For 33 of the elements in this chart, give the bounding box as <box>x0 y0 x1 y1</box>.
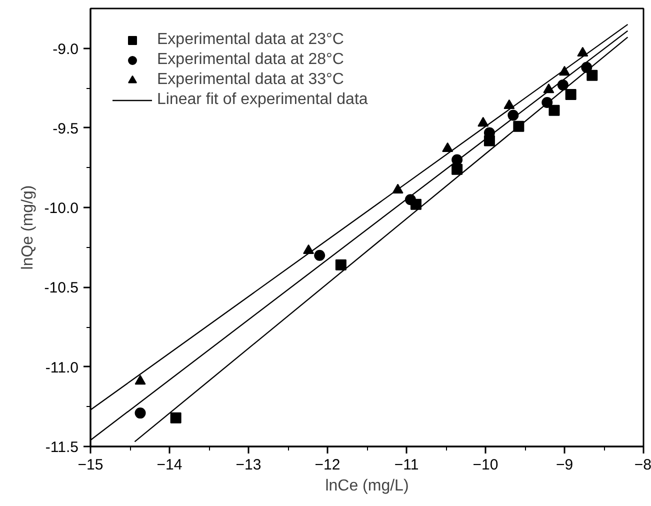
y-tick-label: -11.0 <box>45 359 78 376</box>
x-tick-label: −10 <box>472 456 498 474</box>
x-tick-label: −13 <box>236 456 262 474</box>
point <box>478 116 489 127</box>
y-tick-label: -9.0 <box>52 40 79 58</box>
point <box>442 142 454 152</box>
point <box>548 104 560 116</box>
legend-label: Experimental data at 33°C <box>157 71 344 89</box>
point <box>565 89 576 100</box>
x-axis-title: lnCe (mg/L) <box>325 478 409 494</box>
point <box>586 70 598 81</box>
legend-label: Experimental data at 28°C <box>157 51 344 69</box>
point <box>314 250 326 261</box>
y-tick-label: -9.5 <box>52 120 79 138</box>
y-tick-label: -10.5 <box>44 280 79 297</box>
x-tick-label: −11 <box>394 456 419 474</box>
y-tick-label: -11.5 <box>45 439 78 456</box>
x-tick-label: −15 <box>78 456 104 474</box>
legend-label: Linear fit of experimental data <box>157 91 368 109</box>
point <box>134 374 146 385</box>
point <box>452 164 463 175</box>
point <box>170 412 182 424</box>
x-tick-label: −8 <box>634 456 651 474</box>
x-tick-label: −14 <box>156 456 182 474</box>
point <box>335 259 346 270</box>
point <box>577 46 588 56</box>
legend-label: Experimental data at 23°C <box>157 31 344 49</box>
point <box>504 99 515 110</box>
y-axis-title: lnQe (mg/g) <box>19 185 36 270</box>
point <box>134 408 146 419</box>
x-tick-label: −12 <box>314 456 340 474</box>
x-tick-label: −9 <box>556 456 574 474</box>
y-tick-label: -10.0 <box>44 200 79 218</box>
